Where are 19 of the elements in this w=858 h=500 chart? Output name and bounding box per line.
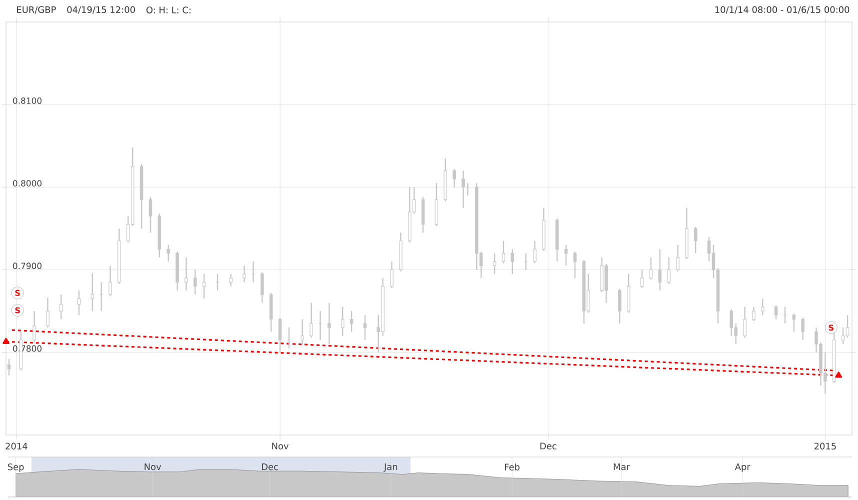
x-tick-label: Dec bbox=[540, 442, 556, 450]
x-tick-label: Feb bbox=[505, 464, 520, 470]
x-tick-label: Sep bbox=[8, 464, 24, 472]
y-tick-label: 0.7800 bbox=[13, 345, 42, 352]
x-tick-label: 2014 bbox=[6, 442, 28, 450]
text: 10/1/14 08:00 - 01/6/15 00:00 bbox=[715, 6, 850, 14]
x-tick-label: Nov bbox=[272, 442, 289, 450]
chart-title: EUR/GBP bbox=[17, 6, 56, 14]
text: O: H: L: C: bbox=[146, 6, 190, 14]
x-tick-label: Dec bbox=[262, 464, 278, 470]
x-tick-label: Nov bbox=[144, 464, 162, 470]
x-tick-label: Mar bbox=[614, 464, 630, 470]
x-tick-label: 2015 bbox=[814, 442, 836, 450]
text: 04/19/15 12:00 bbox=[67, 6, 135, 14]
y-tick-label: 0.8000 bbox=[13, 180, 42, 186]
y-tick-label: 0.7900 bbox=[13, 262, 42, 270]
x-tick-label: Jan bbox=[384, 464, 398, 472]
x-tick-label: Apr bbox=[734, 464, 750, 472]
y-tick-label: 0.8100 bbox=[13, 97, 42, 104]
